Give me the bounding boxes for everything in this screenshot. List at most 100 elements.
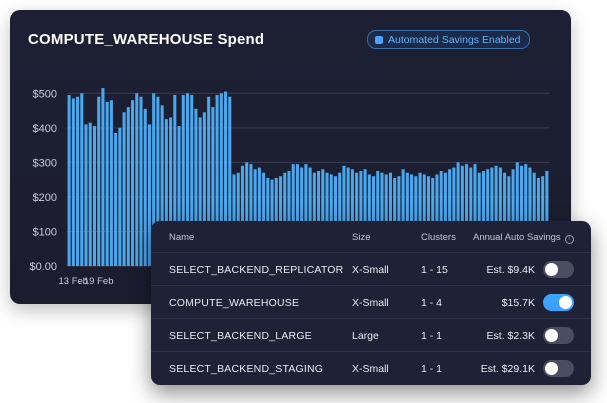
bar[interactable] [84,124,88,266]
bar[interactable] [190,95,194,266]
bar[interactable] [338,172,342,266]
bar[interactable] [160,105,164,266]
table-row[interactable]: SELECT_BACKEND_STAGING X-Small 1 - 1 Est… [151,351,591,385]
bar[interactable] [224,91,228,266]
bar[interactable] [312,172,316,266]
bar[interactable] [380,172,384,266]
bar[interactable] [376,171,380,266]
bar[interactable] [76,96,80,266]
bar[interactable] [219,93,223,267]
bar[interactable] [528,167,532,266]
bar[interactable] [287,171,291,266]
auto-savings-toggle[interactable] [543,294,574,311]
bar[interactable] [245,162,249,266]
bar[interactable] [126,107,130,266]
bar[interactable] [481,171,485,266]
bar[interactable] [325,172,329,266]
bar[interactable] [295,164,299,266]
bar[interactable] [143,108,147,266]
auto-savings-toggle[interactable] [543,261,574,278]
info-icon[interactable]: i [564,235,574,244]
bar[interactable] [418,172,422,266]
bar[interactable] [520,165,524,266]
bar[interactable] [515,162,519,266]
bar[interactable] [511,169,515,266]
automated-savings-badge[interactable]: Automated Savings Enabled [367,30,530,49]
bar[interactable] [346,167,350,266]
bar[interactable] [232,174,236,266]
bar[interactable] [257,167,261,266]
bar[interactable] [291,164,295,266]
bar[interactable] [422,174,426,266]
bar[interactable] [456,162,460,266]
bar[interactable] [342,165,346,266]
bar[interactable] [105,101,109,266]
bar[interactable] [181,95,185,266]
bar[interactable] [253,169,257,266]
bar[interactable] [156,96,160,266]
bar[interactable] [139,96,143,266]
bar[interactable] [122,112,126,267]
bar[interactable] [469,167,473,266]
bar[interactable] [384,174,388,266]
bar[interactable] [359,171,363,266]
header-size[interactable]: Size [352,232,371,243]
bar[interactable] [173,95,177,266]
auto-savings-toggle[interactable] [543,360,574,377]
bar[interactable] [283,172,287,266]
bar[interactable] [317,171,321,266]
bar[interactable] [405,172,409,266]
bar[interactable] [169,117,173,266]
bar[interactable] [503,172,507,266]
bar[interactable] [448,169,452,266]
table-row[interactable]: COMPUTE_WAREHOUSE X-Small 1 - 4 $15.7K [151,285,591,319]
bar[interactable] [439,171,443,266]
bar[interactable] [80,93,84,267]
bar[interactable] [164,119,168,267]
bar[interactable] [410,174,414,266]
bar[interactable] [101,88,105,266]
bar[interactable] [350,169,354,266]
bar[interactable] [152,93,156,267]
bar[interactable] [498,167,502,266]
bar[interactable] [198,117,202,266]
bar[interactable] [465,164,469,266]
bar[interactable] [97,96,101,266]
bar[interactable] [477,172,481,266]
bar[interactable] [228,96,232,266]
bar[interactable] [147,124,151,266]
header-clusters[interactable]: Clusters [421,232,456,243]
bar[interactable] [367,174,371,266]
bar[interactable] [363,169,367,266]
bar[interactable] [215,95,219,266]
header-savings[interactable]: Annual Auto Savings i [473,232,574,244]
bar[interactable] [308,167,312,266]
bar[interactable] [494,165,498,266]
bar[interactable] [532,172,536,266]
bar[interactable] [71,98,75,266]
bar[interactable] [194,108,198,266]
bar[interactable] [545,171,549,266]
bar[interactable] [207,96,211,266]
table-row[interactable]: SELECT_BACKEND_LARGE Large 1 - 1 Est. $2… [151,318,591,352]
bar[interactable] [131,100,135,267]
bar[interactable] [262,172,266,266]
bar[interactable] [211,107,215,266]
table-row[interactable]: SELECT_BACKEND_REPLICATOR X-Small 1 - 15… [151,252,591,286]
bar[interactable] [460,165,464,266]
bar[interactable] [435,174,439,266]
bar[interactable] [135,93,139,267]
bar[interactable] [304,164,308,266]
bar[interactable] [109,100,113,267]
bar[interactable] [388,172,392,266]
bar[interactable] [486,169,490,266]
bar[interactable] [114,133,118,266]
bar[interactable] [118,127,122,266]
bar[interactable] [329,174,333,266]
bar[interactable] [67,95,71,266]
bar[interactable] [401,169,405,266]
bar[interactable] [473,164,477,266]
bar[interactable] [355,172,359,266]
bar[interactable] [88,122,92,266]
bar[interactable] [443,172,447,266]
